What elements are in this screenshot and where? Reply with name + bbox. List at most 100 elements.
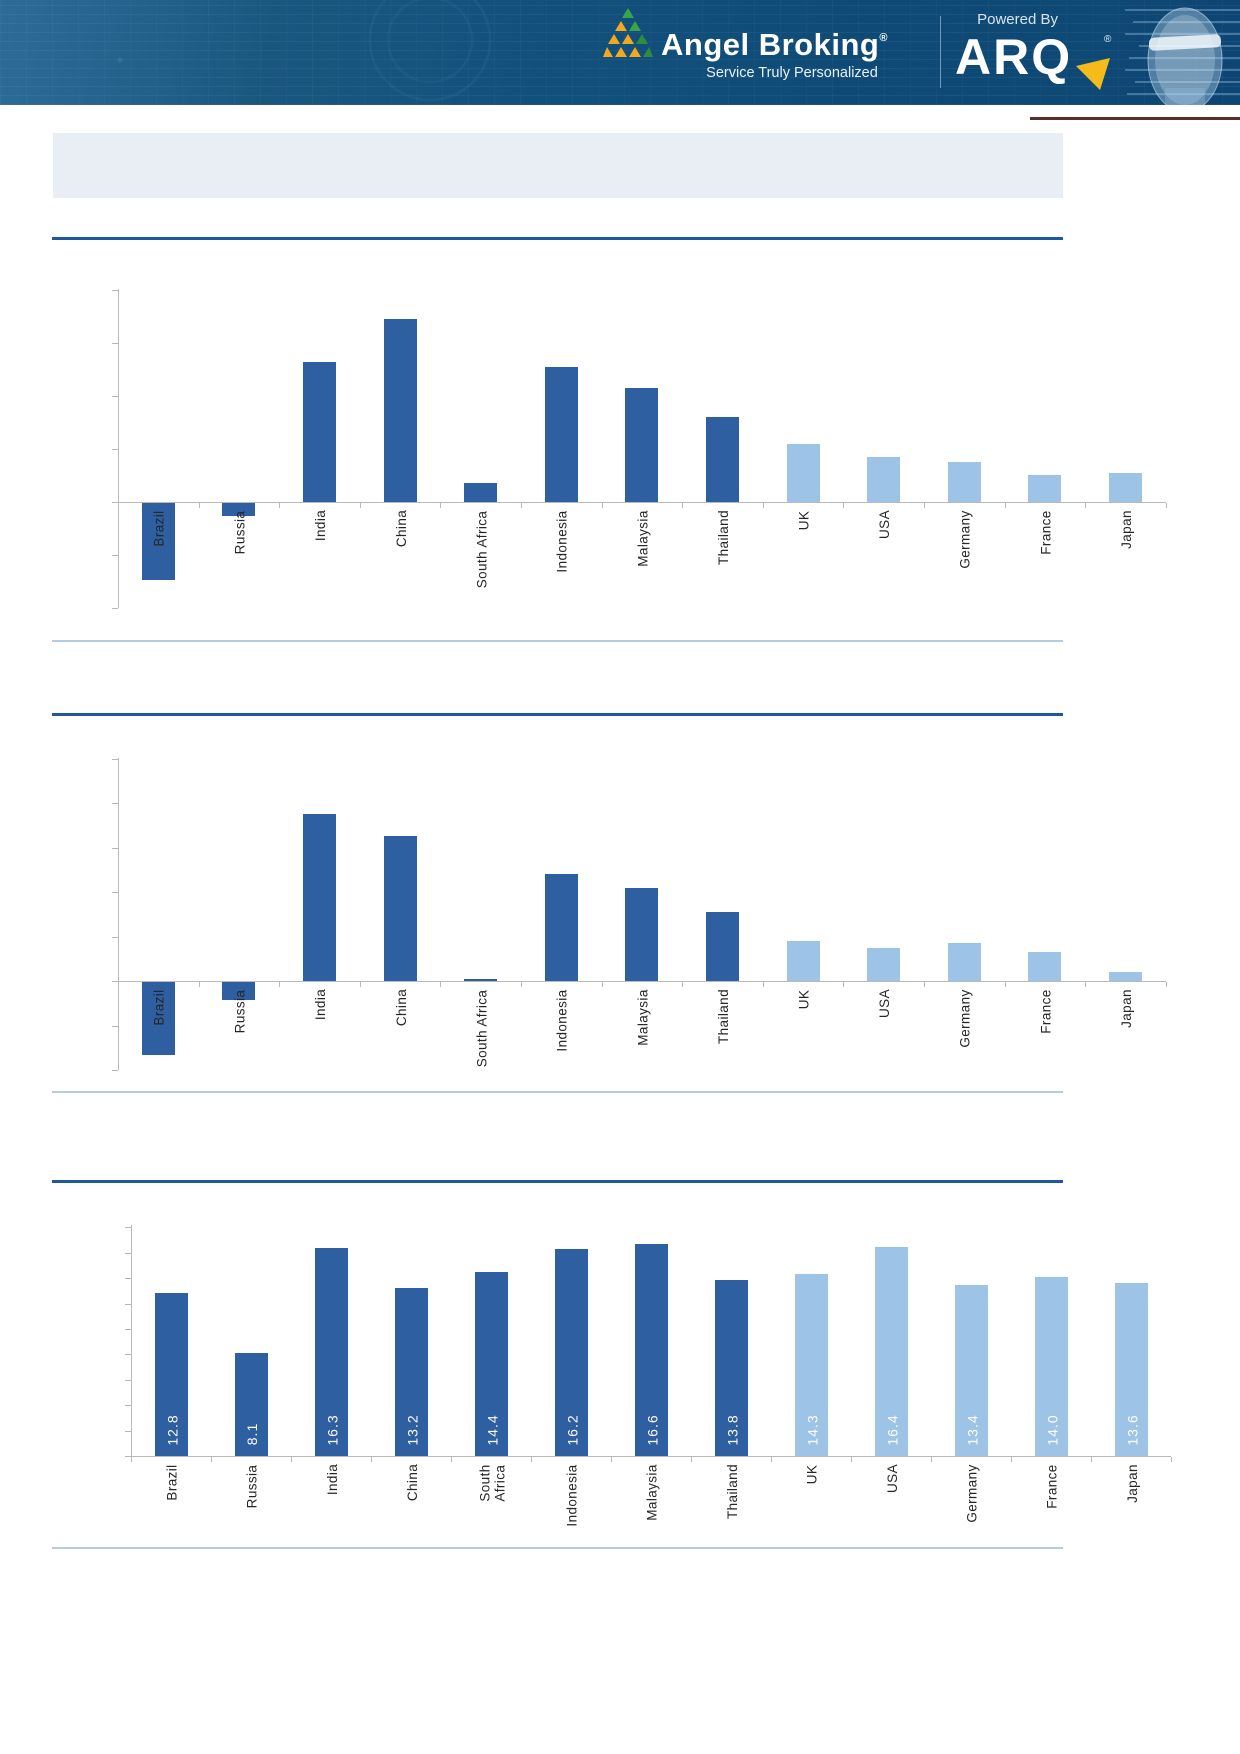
- x-axis-label-russia: Russia: [244, 1464, 260, 1508]
- bar-thailand: [715, 1280, 748, 1456]
- arq-arrow-icon: [1076, 58, 1110, 90]
- y-axis-tick: [125, 1354, 131, 1355]
- x-axis-tick: [440, 503, 441, 508]
- x-axis-tick: [924, 503, 925, 508]
- separator-line: [52, 713, 1063, 716]
- x-axis-tick: [279, 503, 280, 508]
- x-axis-label-russia: Russia: [232, 989, 248, 1033]
- bar-uk: [787, 444, 820, 502]
- x-axis-tick: [291, 1457, 292, 1462]
- x-axis-tick: [1085, 503, 1086, 508]
- y-axis-tick: [125, 1380, 131, 1381]
- value-label-16.3: 16.3: [324, 1413, 341, 1446]
- bar-uk: [795, 1274, 828, 1456]
- x-axis-label-japan: Japan: [1124, 1464, 1140, 1503]
- bar-brazil: [142, 982, 175, 1055]
- y-axis-tick: [112, 803, 118, 804]
- y-axis: [118, 289, 119, 608]
- bar-brazil: [142, 503, 175, 580]
- x-axis-label-indonesia: Indonesia: [564, 1463, 580, 1527]
- arq-registered-mark: ®: [1104, 34, 1112, 45]
- x-axis-tick: [602, 503, 603, 508]
- x-axis-label-india: India: [313, 509, 329, 542]
- bar-japan: [1109, 972, 1142, 981]
- bar-france: [1028, 952, 1061, 981]
- cropped-red-line: [1030, 117, 1240, 120]
- bar-thailand: [706, 417, 739, 502]
- x-axis-label-china: China: [404, 1463, 420, 1502]
- y-axis-tick: [125, 1456, 131, 1457]
- bar-malaysia: [635, 1244, 668, 1456]
- x-axis-tick: [843, 982, 844, 987]
- x-axis-label-uk: UK: [804, 1464, 820, 1484]
- separator-line: [52, 237, 1063, 240]
- y-axis-tick: [112, 937, 118, 938]
- bar-china: [384, 836, 417, 981]
- x-axis-tick: [118, 503, 119, 508]
- x-axis-label-france: France: [1038, 988, 1054, 1034]
- x-axis-label-brazil: Brazil: [151, 509, 167, 547]
- bar-south-africa: [475, 1272, 508, 1456]
- x-axis-tick: [1166, 503, 1167, 508]
- x-axis-label-south-africa: South Africa: [473, 989, 489, 1067]
- bar-south-africa: [464, 979, 497, 981]
- y-axis-tick: [125, 1278, 131, 1279]
- x-axis-tick: [843, 503, 844, 508]
- x-axis-label-thailand: Thailand: [716, 989, 731, 1044]
- bar-russia: [222, 503, 255, 516]
- separator-line: [52, 1180, 1063, 1183]
- bar-china: [395, 1288, 428, 1456]
- value-label-16.6: 16.6: [644, 1413, 661, 1446]
- x-axis-label-usa: USA: [884, 1464, 900, 1493]
- x-axis-tick: [521, 982, 522, 987]
- x-axis-tick: [771, 1457, 772, 1462]
- separator-line: [52, 640, 1063, 642]
- value-label-14.3: 14.3: [804, 1413, 821, 1446]
- x-axis-label-china: China: [393, 988, 409, 1027]
- bar-indonesia: [545, 874, 578, 981]
- value-label-16.4: 16.4: [884, 1413, 901, 1446]
- bar-malaysia: [625, 388, 658, 502]
- x-axis-label-japan: Japan: [1118, 989, 1134, 1028]
- y-axis-tick: [125, 1304, 131, 1305]
- x-axis: [118, 981, 1166, 982]
- brand-name: Angel Broking®: [661, 27, 923, 63]
- y-axis: [118, 758, 119, 1070]
- title-band: [53, 133, 1063, 198]
- y-axis-tick: [125, 1405, 131, 1406]
- bar-india: [315, 1248, 348, 1456]
- value-label-14.0: 14.0: [1044, 1413, 1061, 1446]
- x-axis-label-uk: UK: [796, 989, 812, 1009]
- x-axis-tick: [531, 1457, 532, 1462]
- x-axis-label-russia: Russia: [232, 510, 248, 554]
- y-axis-tick: [112, 1026, 118, 1027]
- x-axis-label-france: France: [1044, 1463, 1060, 1509]
- x-axis-tick: [691, 1457, 692, 1462]
- x-axis-label-thailand: Thailand: [724, 1464, 740, 1519]
- bar-thailand: [706, 912, 739, 981]
- x-axis-tick: [851, 1457, 852, 1462]
- y-axis-tick: [112, 555, 118, 556]
- x-axis-label-china: China: [393, 509, 409, 548]
- angel-broking-logo-icon: [603, 8, 653, 57]
- bar-germany: [955, 1285, 988, 1456]
- x-axis-tick: [279, 982, 280, 987]
- y-axis-tick: [112, 759, 118, 760]
- x-axis-tick: [682, 503, 683, 508]
- bar-indonesia: [545, 367, 578, 502]
- x-axis-tick: [199, 503, 200, 508]
- x-axis-tick: [371, 1457, 372, 1462]
- y-axis: [131, 1225, 132, 1456]
- value-label-13.4: 13.4: [964, 1413, 981, 1446]
- x-axis-label-germany: Germany: [957, 509, 973, 569]
- x-axis-label-uk: UK: [796, 510, 812, 530]
- value-label-13.2: 13.2: [404, 1413, 421, 1446]
- x-axis-tick: [1171, 1457, 1172, 1462]
- brand-registered-mark: ®: [879, 32, 888, 44]
- x-axis-label-brazil: Brazil: [164, 1463, 180, 1501]
- bar-south-africa: [464, 483, 497, 502]
- x-axis-tick: [611, 1457, 612, 1462]
- y-axis-tick: [112, 981, 118, 982]
- bar-usa: [867, 457, 900, 502]
